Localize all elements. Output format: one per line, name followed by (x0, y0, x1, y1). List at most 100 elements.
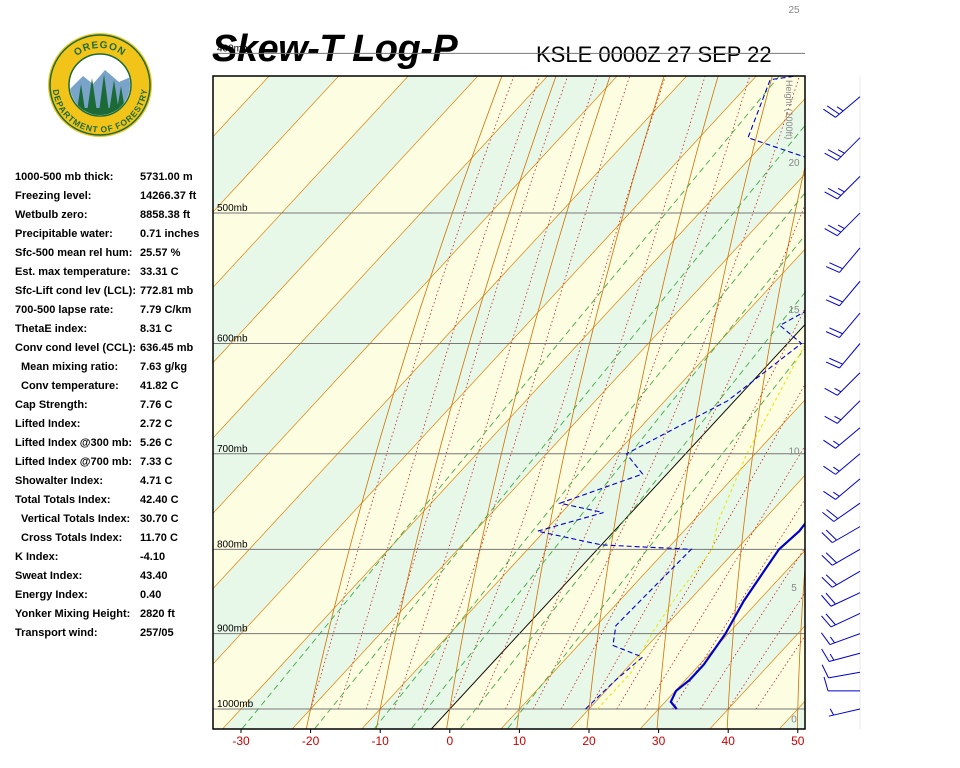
wind-barb-flag (821, 594, 832, 607)
stat-value: 5.26 C (140, 437, 173, 449)
stat-value: 636.45 mb (140, 342, 194, 354)
wind-barb-shaft (837, 137, 861, 161)
dry-adiabat-line (446, 76, 611, 729)
stat-value: 2820 ft (140, 608, 175, 620)
stat-value: 257/05 (140, 627, 174, 639)
height-tick-label: 10 (788, 447, 800, 458)
wind-barb (824, 137, 861, 161)
wind-barb-shaft (835, 453, 861, 475)
x-tick-label: 0 (446, 734, 453, 748)
wind-barb-flag (829, 295, 843, 303)
moist-adiabat-line (644, 445, 805, 710)
stat-label: Transport wind: (15, 627, 98, 639)
wind-barb-shaft (837, 400, 861, 424)
stat-value: 25.57 % (140, 247, 181, 259)
wind-barb (821, 592, 861, 607)
wind-barb-flag (824, 228, 838, 237)
wind-barb-flag (825, 552, 837, 564)
temperature-axis: -30 -20 -10 0 10 20 30 40 50 (232, 729, 805, 748)
x-tick-label: 40 (722, 734, 736, 748)
wind-barb (821, 526, 861, 544)
wind-barb-flag (824, 191, 838, 200)
stat-label: Est. max temperature: (15, 266, 131, 278)
dry-adiabat-line (586, 76, 719, 729)
stat-value: 42.40 C (140, 494, 179, 506)
wind-barb-flag (823, 108, 836, 118)
wind-barb-flag (821, 664, 829, 679)
wind-barb (825, 312, 861, 339)
wind-barb-shaft (830, 613, 861, 628)
wind-barb-shaft (830, 592, 861, 607)
wind-barb-flag (822, 511, 835, 522)
stat-label: Precipitable water: (15, 228, 113, 240)
wind-barb-flag (827, 187, 842, 196)
isotherm-line (500, 399, 805, 729)
wind-barb-half-flag (834, 387, 842, 393)
isotherm-bands (213, 76, 805, 729)
wind-barb (825, 280, 861, 307)
moist-adiabat-line (421, 76, 631, 710)
stat-label: 1000-500 mb thick: (15, 171, 114, 183)
wind-barb (821, 548, 861, 566)
stat-label: Sweat Index: (15, 570, 83, 582)
sounding-series (537, 76, 805, 710)
chart-grid: .412358 (213, 76, 805, 729)
isotherm-line (222, 98, 805, 729)
stat-value: 2.72 C (140, 418, 173, 430)
wind-barb (822, 502, 861, 522)
stat-value: 11.70 C (140, 532, 178, 544)
stat-label: Mean mixing ratio: (21, 361, 119, 373)
mixing-ratio-line (373, 192, 805, 729)
mixing-ratio-line (506, 347, 805, 729)
wind-barb-flag (825, 331, 840, 339)
wind-barb (823, 478, 861, 500)
wind-barb-shaft (832, 548, 861, 566)
wind-barb-half-flag (837, 149, 845, 154)
wind-barb-shaft (837, 175, 861, 200)
wind-barb (820, 632, 861, 646)
wind-barb-half-flag (836, 106, 844, 112)
dry-adiabat-line (516, 76, 665, 729)
stat-value: 14266.37 ft (140, 190, 197, 202)
dry-adiabat-line (726, 164, 805, 729)
stat-label: ThetaE index: (15, 323, 88, 335)
isobar-label: 600mb (217, 334, 248, 345)
stat-label: Conv cond level (CCL): (15, 342, 137, 354)
wind-barb-flag (825, 299, 840, 307)
wind-barb (824, 212, 861, 237)
stat-label: Sfc-Lift cond lev (LCL): (15, 285, 136, 297)
isobar-lines: 200mb300mb400mb500mb600mb700mb800mb900mb… (213, 43, 805, 710)
stat-value: 5731.00 m (140, 171, 193, 183)
wind-barb-half-flag (834, 415, 842, 421)
wind-barbs (820, 76, 861, 729)
wind-barb-flag (821, 532, 833, 543)
stat-label: 700-500 lapse rate: (15, 304, 114, 316)
wind-barb-half-flag (833, 466, 840, 472)
stat-label: K Index: (15, 551, 59, 563)
wind-barb (828, 708, 861, 717)
stat-label: Conv temperature: (21, 380, 119, 392)
isotherm-line (213, 76, 688, 590)
height-tick-label: 25 (788, 5, 800, 16)
wind-barb-flag (823, 439, 836, 449)
wind-barb-flag (824, 415, 838, 424)
wind-barb (821, 664, 861, 679)
wind-barb-shaft (837, 212, 861, 237)
wind-barb (825, 247, 861, 273)
stat-label: Energy Index: (15, 589, 88, 601)
wind-barb-flag (821, 615, 832, 628)
stat-label: Sfc-500 mean rel hum: (15, 247, 133, 259)
wind-barb (821, 648, 861, 662)
wind-barb-flag (821, 576, 833, 588)
x-tick-label: 30 (652, 734, 666, 748)
height-axis-title: Height (1000ft) (784, 80, 794, 140)
stat-value: 7.79 C/km (140, 304, 192, 316)
wind-barb (823, 427, 861, 449)
isobar-label: 1000mb (217, 699, 254, 710)
x-tick-label: -20 (302, 734, 320, 748)
wind-barb-shaft (828, 671, 861, 679)
wind-barb-half-flag (829, 636, 836, 644)
isotherm-line (291, 173, 805, 729)
isotherm-line (213, 76, 757, 665)
wind-barb-shaft (839, 247, 861, 273)
